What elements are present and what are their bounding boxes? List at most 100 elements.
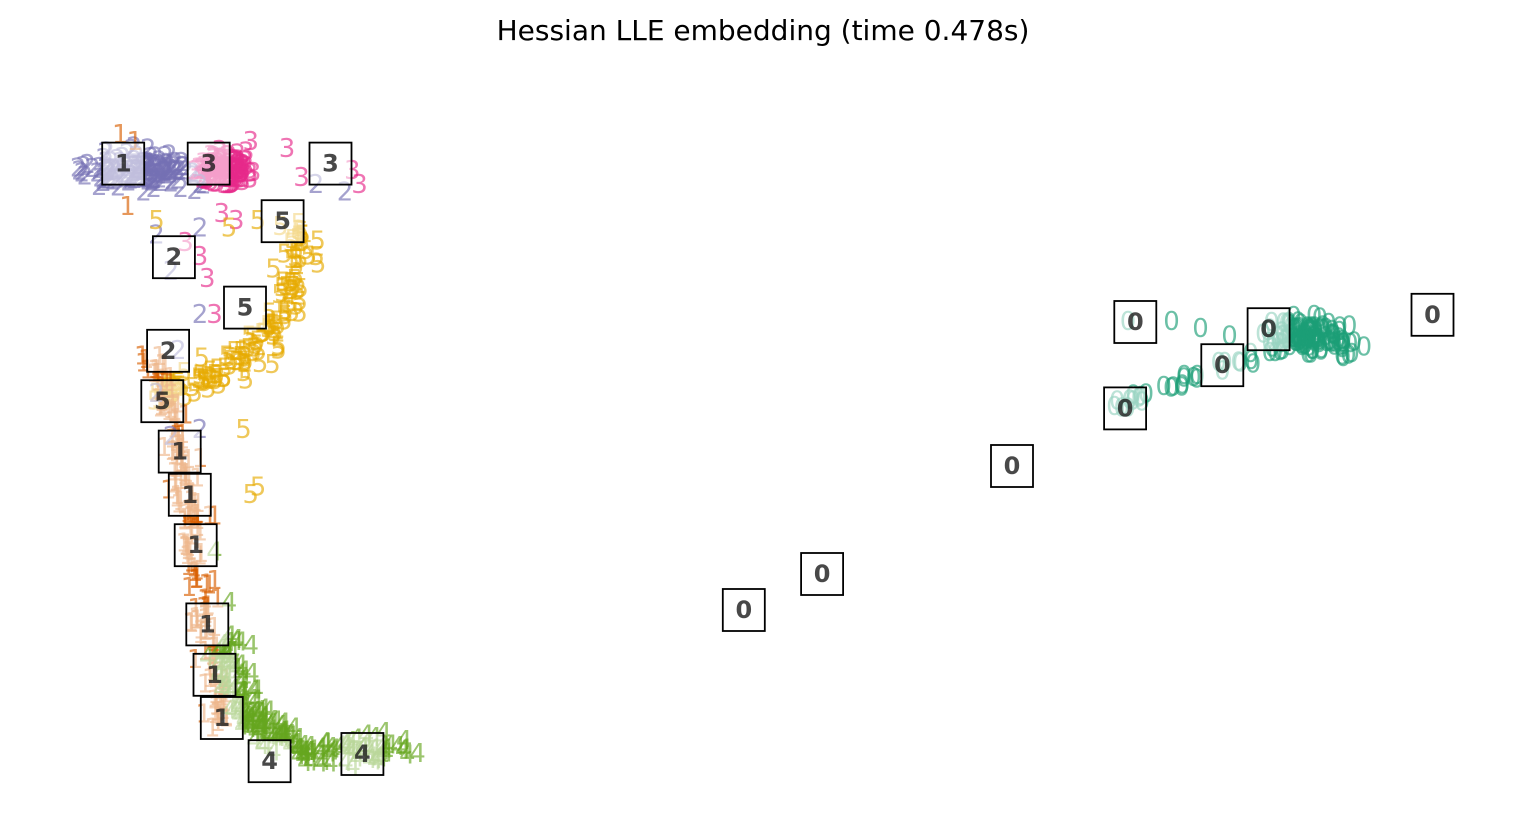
digit-point-0: 0 — [1335, 343, 1352, 373]
digit-point-0: 0 — [1307, 325, 1324, 355]
digit-point-5: 5 — [230, 347, 247, 377]
digit-point-2: 2 — [158, 149, 175, 179]
digit-point-5: 5 — [284, 276, 301, 306]
thumbnail-digit: 3 — [322, 150, 339, 178]
thumbnail-digit: 1 — [213, 704, 230, 732]
digit-point-4: 4 — [290, 735, 307, 765]
digit-point-2: 2 — [192, 300, 209, 330]
digit-point-5: 5 — [245, 338, 262, 368]
digit-point-5: 5 — [243, 480, 260, 510]
digit-point-5: 5 — [202, 357, 219, 387]
digit-point-2: 2 — [171, 156, 188, 186]
digit-point-0: 0 — [1324, 316, 1341, 346]
digit-thumbnail: 3 — [186, 141, 231, 186]
digit-point-4: 4 — [255, 711, 272, 741]
digit-point-0: 0 — [1308, 325, 1325, 355]
digit-point-2: 2 — [147, 153, 164, 183]
digit-point-4: 4 — [243, 631, 260, 661]
digit-point-1: 1 — [188, 565, 205, 595]
digit-point-2: 2 — [146, 174, 163, 204]
digit-point-5: 5 — [248, 331, 265, 361]
digit-point-4: 4 — [312, 749, 329, 779]
digit-point-0: 0 — [1319, 328, 1336, 358]
digit-point-5: 5 — [196, 367, 213, 397]
digit-point-5: 5 — [236, 349, 253, 379]
digit-thumbnail: 5 — [140, 379, 185, 424]
digit-thumbnail: 0 — [800, 552, 844, 596]
digit-point-3: 3 — [233, 159, 250, 189]
digit-point-5: 5 — [285, 272, 302, 302]
digit-point-4: 4 — [254, 711, 271, 741]
digit-point-5: 5 — [209, 354, 226, 384]
digit-point-0: 0 — [1301, 315, 1318, 345]
digit-point-2: 2 — [146, 165, 163, 195]
digit-point-0: 0 — [1304, 336, 1321, 366]
digit-point-0: 0 — [1303, 317, 1320, 347]
digit-point-0: 0 — [1325, 319, 1342, 349]
digit-point-4: 4 — [245, 700, 262, 730]
digit-point-5: 5 — [270, 336, 287, 366]
digit-point-5: 5 — [271, 280, 288, 310]
digit-point-5: 5 — [211, 371, 228, 401]
digit-point-2: 2 — [174, 148, 191, 178]
digit-point-2: 2 — [151, 164, 168, 194]
digit-point-0: 0 — [1303, 312, 1320, 342]
thumbnail-digit: 1 — [115, 150, 132, 178]
digit-point-4: 4 — [290, 734, 307, 764]
digit-point-2: 2 — [146, 160, 163, 190]
digit-point-1: 1 — [198, 569, 215, 599]
digit-point-0: 0 — [1356, 332, 1373, 362]
digit-point-4: 4 — [263, 715, 280, 745]
digit-point-5: 5 — [228, 347, 245, 377]
digit-point-4: 4 — [295, 740, 312, 770]
digit-thumbnail: 0 — [721, 588, 766, 632]
digit-point-0: 0 — [1304, 336, 1321, 366]
digit-point-2: 2 — [143, 167, 160, 197]
digit-point-5: 5 — [222, 352, 239, 382]
digit-thumbnail: 1 — [167, 472, 212, 517]
digit-point-2: 2 — [157, 158, 174, 188]
digit-point-4: 4 — [253, 711, 270, 741]
digit-point-0: 0 — [1174, 373, 1191, 403]
digit-point-3: 3 — [231, 148, 248, 178]
digit-point-3: 3 — [351, 170, 368, 200]
digit-point-0: 0 — [1311, 314, 1328, 344]
digit-point-5: 5 — [221, 343, 238, 373]
digit-point-3: 3 — [234, 156, 251, 186]
digit-point-5: 5 — [270, 333, 287, 363]
digit-point-0: 0 — [1342, 329, 1359, 359]
digit-point-2: 2 — [167, 157, 184, 187]
digit-point-0: 0 — [1335, 331, 1352, 361]
digit-point-3: 3 — [229, 140, 246, 170]
digit-point-4: 4 — [242, 703, 259, 733]
digit-point-3: 3 — [230, 150, 247, 180]
digit-point-1: 1 — [201, 571, 218, 601]
digit-point-5: 5 — [309, 242, 326, 272]
digit-point-0: 0 — [1300, 340, 1317, 370]
digit-point-0: 0 — [1297, 324, 1314, 354]
digit-point-0: 0 — [1306, 325, 1323, 355]
digit-point-2: 2 — [173, 174, 190, 204]
digit-point-5: 5 — [216, 363, 233, 393]
digit-point-4: 4 — [291, 736, 308, 766]
digit-point-1: 1 — [119, 192, 136, 222]
digit-point-5: 5 — [233, 337, 250, 367]
digit-point-0: 0 — [1311, 329, 1328, 359]
thumbnail-digit: 0 — [1004, 452, 1021, 480]
digit-thumbnail: 0 — [1113, 300, 1158, 344]
digit-point-2: 2 — [74, 158, 91, 188]
digit-point-3: 3 — [231, 164, 248, 194]
digit-point-2: 2 — [167, 148, 184, 178]
digit-point-2: 2 — [159, 150, 176, 180]
digit-point-4: 4 — [396, 734, 413, 764]
digit-point-0: 0 — [1292, 326, 1309, 356]
digit-point-0: 0 — [1331, 317, 1348, 347]
digit-point-5: 5 — [267, 318, 284, 348]
digit-point-3: 3 — [229, 157, 246, 187]
digit-point-0: 0 — [1291, 326, 1308, 356]
digit-point-0: 0 — [1330, 327, 1347, 357]
digit-point-2: 2 — [169, 166, 186, 196]
digit-point-4: 4 — [246, 676, 263, 706]
digit-point-5: 5 — [236, 358, 253, 388]
thumbnail-digit: 5 — [237, 294, 254, 322]
